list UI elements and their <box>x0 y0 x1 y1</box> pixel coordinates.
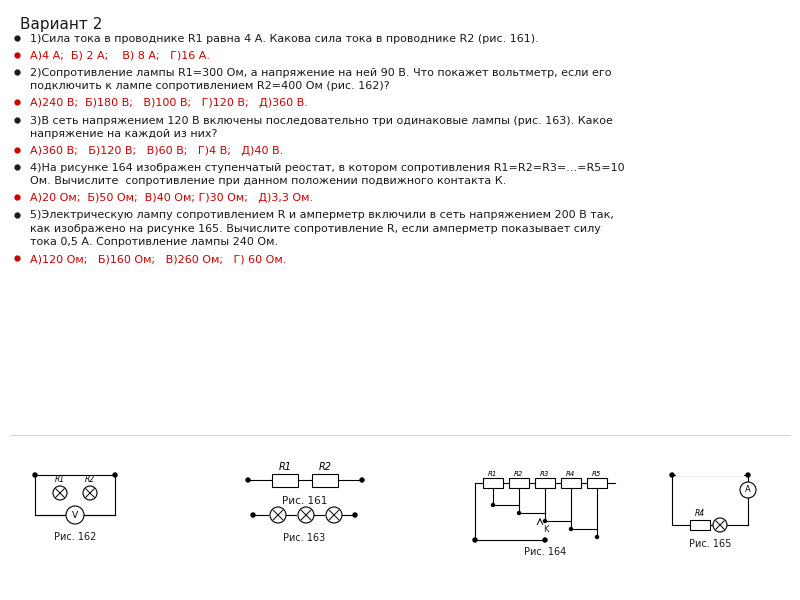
Text: R2: R2 <box>514 470 524 476</box>
Text: V: V <box>72 511 78 520</box>
Circle shape <box>491 503 494 506</box>
Text: R1: R1 <box>278 462 291 472</box>
Circle shape <box>518 511 521 514</box>
Text: А)240 В;  Б)180 В;   В)100 В;   Г)120 В;   Д)360 В.: А)240 В; Б)180 В; В)100 В; Г)120 В; Д)36… <box>30 98 308 108</box>
Text: 1)Сила тока в проводнике R1 равна 4 А. Какова сила тока в проводнике R2 (рис. 16: 1)Сила тока в проводнике R1 равна 4 А. К… <box>30 34 538 44</box>
Circle shape <box>353 513 357 517</box>
Text: А)360 В;   Б)120 В;   В)60 В;   Г)4 В;   Д)40 В.: А)360 В; Б)120 В; В)60 В; Г)4 В; Д)40 В. <box>30 145 283 155</box>
Text: R2: R2 <box>318 462 331 472</box>
Circle shape <box>33 473 37 477</box>
Circle shape <box>595 535 598 539</box>
Text: 2)Сопротивление лампы R1=300 Ом, а напряжение на ней 90 В. Что покажет вольтметр: 2)Сопротивление лампы R1=300 Ом, а напря… <box>30 68 611 91</box>
Bar <box>509 478 529 488</box>
Text: K: K <box>543 525 549 534</box>
Bar <box>312 473 338 487</box>
Text: R2: R2 <box>85 475 95 485</box>
Circle shape <box>670 473 674 477</box>
Text: Рис. 165: Рис. 165 <box>689 539 731 549</box>
Text: R3: R3 <box>540 470 550 476</box>
Text: Рис. 161: Рис. 161 <box>282 496 328 506</box>
Text: R4: R4 <box>695 509 705 518</box>
Bar <box>535 478 555 488</box>
Text: А)120 Ом;   Б)160 Ом;   В)260 Ом;   Г) 60 Ом.: А)120 Ом; Б)160 Ом; В)260 Ом; Г) 60 Ом. <box>30 254 286 264</box>
Text: R5: R5 <box>592 470 602 476</box>
Text: Рис. 162: Рис. 162 <box>54 532 96 542</box>
Circle shape <box>543 520 546 523</box>
Text: A: A <box>745 485 751 494</box>
Circle shape <box>246 478 250 482</box>
Text: 4)На рисунке 164 изображен ступенчатый реостат, в котором сопротивления R1=R2=R3: 4)На рисунке 164 изображен ступенчатый р… <box>30 163 625 186</box>
Text: Рис. 163: Рис. 163 <box>283 533 325 543</box>
Circle shape <box>360 478 364 482</box>
Text: А)4 А;  Б) 2 А;    В) 8 А;   Г)16 А.: А)4 А; Б) 2 А; В) 8 А; Г)16 А. <box>30 50 210 61</box>
Circle shape <box>473 538 477 542</box>
Circle shape <box>746 473 750 477</box>
Bar <box>690 520 710 530</box>
Text: Вариант 2: Вариант 2 <box>20 17 102 32</box>
Circle shape <box>740 482 756 498</box>
Text: 3)В сеть напряжением 120 В включены последовательно три одинаковые лампы (рис. 1: 3)В сеть напряжением 120 В включены посл… <box>30 115 613 139</box>
Bar <box>272 473 298 487</box>
Circle shape <box>83 486 97 500</box>
Circle shape <box>113 473 117 477</box>
Text: R1: R1 <box>55 475 65 485</box>
Text: R4: R4 <box>566 470 576 476</box>
Text: 5)Электрическую лампу сопротивлением R и амперметр включили в сеть напряжением 2: 5)Электрическую лампу сопротивлением R и… <box>30 211 614 247</box>
Circle shape <box>713 518 727 532</box>
Circle shape <box>66 506 84 524</box>
Circle shape <box>543 538 547 542</box>
Circle shape <box>53 486 67 500</box>
Text: R1: R1 <box>488 470 498 476</box>
Circle shape <box>326 507 342 523</box>
Circle shape <box>570 527 573 530</box>
Bar <box>587 478 607 488</box>
Bar <box>483 478 503 488</box>
Text: А)20 Ом;  Б)50 Ом;  В)40 Ом; Г)30 Ом;   Д)3,3 Ом.: А)20 Ом; Б)50 Ом; В)40 Ом; Г)30 Ом; Д)3,… <box>30 193 313 203</box>
Bar <box>561 478 581 488</box>
Circle shape <box>270 507 286 523</box>
Circle shape <box>298 507 314 523</box>
Circle shape <box>251 513 255 517</box>
Text: Рис. 164: Рис. 164 <box>524 547 566 557</box>
